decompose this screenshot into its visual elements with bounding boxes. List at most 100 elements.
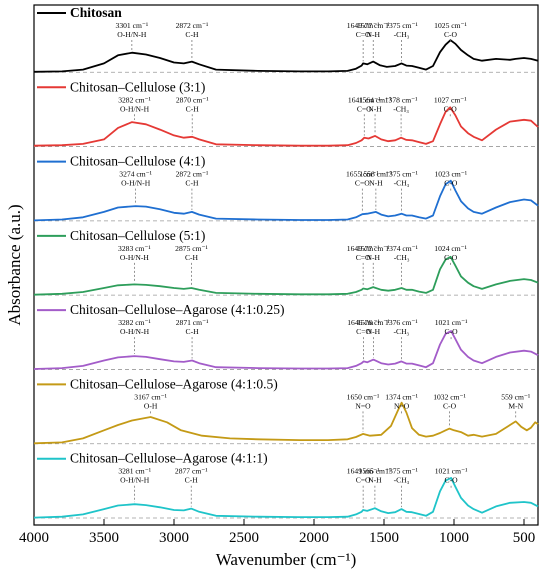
peak-label-5-1: 3282 cm⁻¹ — [118, 318, 151, 327]
peak-label-7-6: 1021 cm⁻¹ — [435, 467, 468, 476]
peak-label-3-2: C-H — [185, 179, 199, 188]
peak-label-2-1: O-H/N-H — [120, 104, 150, 113]
peak-label-6-3: 1374 cm⁻¹ — [385, 392, 418, 401]
panel-2: Chitosan–Cellulose (3:1)3282 cm⁻¹O-H/N-H… — [33, 79, 539, 147]
peak-label-2-3: C=O — [357, 104, 372, 113]
peak-label-2-4: N-H — [368, 104, 382, 113]
peak-label-4-1: 3283 cm⁻¹ — [118, 244, 151, 253]
peak-label-1-1: 3301 cm⁻¹ — [116, 21, 149, 30]
peak-label-1-2: 2872 cm⁻¹ — [176, 21, 209, 30]
peak-label-1-1: O-H/N-H — [117, 30, 147, 39]
peak-label-1-2: C-H — [185, 30, 199, 39]
peak-label-6-1: 3167 cm⁻¹ — [134, 392, 167, 401]
peak-label-7-1: 3281 cm⁻¹ — [118, 467, 151, 476]
peak-label-4-5: -CH₃ — [394, 253, 410, 262]
legend-label-6: Chitosan–Cellulose–Agarose (4:1:0.5) — [70, 376, 278, 391]
peak-label-2-5: -CH₃ — [393, 104, 409, 113]
series-line-5 — [33, 330, 539, 370]
legend-label-5: Chitosan–Cellulose–Agarose (4:1:0.25) — [70, 302, 284, 317]
x-axis: 4000 3500 3000 2500 2000 1500 1000 500 — [19, 519, 535, 546]
peak-label-3-3: C=O — [355, 179, 370, 188]
peak-label-2-2: C-H — [186, 104, 200, 113]
x-tick-label-1000: 1000 — [439, 530, 469, 546]
peak-label-5-3: C=O — [356, 327, 371, 336]
x-tick-label-500: 500 — [513, 530, 536, 546]
peak-label-6-1: O-H — [144, 401, 158, 410]
peak-label-1-4: N-H — [366, 30, 380, 39]
peak-label-3-6: C-O — [444, 179, 458, 188]
peak-label-3-5: 1375 cm⁻¹ — [385, 170, 418, 179]
peak-label-4-2: 2875 cm⁻¹ — [175, 244, 208, 253]
peak-label-4-2: C-H — [185, 253, 199, 262]
peak-label-4-3: C=O — [356, 253, 371, 262]
plot-frame — [33, 4, 539, 526]
peak-label-3-6: 1023 cm⁻¹ — [434, 170, 467, 179]
peak-label-7-6: C-O — [445, 476, 459, 485]
peak-label-5-3: 1646 cm⁻¹ — [347, 318, 380, 327]
peak-label-6-3: N=O — [394, 401, 410, 410]
peak-label-7-3: 1649 cm⁻¹ — [347, 467, 380, 476]
peak-label-6-2: 1650 cm⁻¹ — [347, 392, 380, 401]
peak-label-2-3: 1641 cm⁻¹ — [348, 95, 381, 104]
peak-label-3-1: 3274 cm⁻¹ — [119, 170, 152, 179]
peak-label-3-1: O-H/N-H — [121, 179, 151, 188]
peak-label-3-4: N-H — [369, 179, 383, 188]
series-line-4 — [33, 255, 539, 296]
peak-label-6-5: M-N — [508, 401, 523, 410]
peak-label-2-6: 1027 cm⁻¹ — [434, 95, 467, 104]
peak-label-4-4: N-H — [366, 253, 380, 262]
panel-3: Chitosan–Cellulose (4:1)3274 cm⁻¹O-H/N-H… — [33, 154, 539, 222]
legend-label-3: Chitosan–Cellulose (4:1) — [70, 154, 205, 169]
panel-7: Chitosan–Cellulose–Agarose (4:1:1)3281 c… — [33, 451, 539, 519]
peak-label-7-2: 2877 cm⁻¹ — [175, 467, 208, 476]
peak-label-5-6: 1021 cm⁻¹ — [435, 318, 468, 327]
series-line-2 — [33, 106, 539, 147]
peak-label-3-2: 2872 cm⁻¹ — [176, 170, 209, 179]
peak-label-2-6: C-O — [444, 104, 458, 113]
peak-label-4-4: 1577 cm⁻¹ — [357, 244, 390, 253]
series-line-6 — [33, 401, 539, 445]
x-tick-label-1500: 1500 — [369, 530, 399, 546]
x-axis-label: Wavenumber (cm⁻¹) — [216, 550, 357, 569]
peak-label-7-3: C=O — [356, 476, 371, 485]
peak-label-2-2: 2870 cm⁻¹ — [176, 95, 209, 104]
legend-label-7: Chitosan–Cellulose–Agarose (4:1:1) — [70, 451, 268, 466]
x-tick-label-3000: 3000 — [159, 530, 189, 546]
peak-label-1-6: 1025 cm⁻¹ — [434, 21, 467, 30]
peak-label-2-4: 1564 cm⁻¹ — [359, 95, 392, 104]
x-tick-label-4000: 4000 — [19, 530, 49, 546]
series-line-1 — [33, 39, 539, 73]
panel-4: Chitosan–Cellulose (5:1)3283 cm⁻¹O-H/N-H… — [33, 228, 539, 296]
peak-label-5-5: 1376 cm⁻¹ — [385, 318, 418, 327]
peak-label-4-1: O-H/N-H — [120, 253, 150, 262]
peak-label-5-4: N-H — [367, 327, 381, 336]
series-line-3 — [33, 179, 539, 222]
legend-label-2: Chitosan–Cellulose (3:1) — [70, 79, 205, 94]
y-axis-label: Absorbance (a.u.) — [5, 204, 24, 325]
legend-label-1: Chitosan — [70, 5, 122, 20]
peak-label-5-5: -CH₃ — [393, 327, 409, 336]
peak-label-1-5: -CH₃ — [394, 30, 410, 39]
peak-label-5-1: O-H/N-H — [120, 327, 150, 336]
peak-label-3-3: 1655 cm⁻¹ — [346, 170, 379, 179]
peak-label-5-4: 1576 cm⁻¹ — [357, 318, 390, 327]
peak-label-7-5: 1375 cm⁻¹ — [385, 467, 418, 476]
peak-label-1-3: C=O — [356, 30, 371, 39]
peak-label-1-5: 1375 cm⁻¹ — [385, 21, 418, 30]
peak-label-7-1: O-H/N-H — [120, 476, 150, 485]
peak-label-7-4: 1565 cm⁻¹ — [359, 467, 392, 476]
panel-5: Chitosan–Cellulose–Agarose (4:1:0.25)328… — [33, 302, 539, 370]
peak-label-5-2: 2871 cm⁻¹ — [176, 318, 209, 327]
x-tick-label-2000: 2000 — [299, 530, 329, 546]
peak-label-4-3: 1649 cm⁻¹ — [347, 244, 380, 253]
series-line-7 — [33, 477, 539, 519]
peak-label-5-2: C-H — [186, 327, 200, 336]
peak-label-4-6: 1024 cm⁻¹ — [434, 244, 467, 253]
panel-6: Chitosan–Cellulose–Agarose (4:1:0.5)3167… — [33, 376, 539, 445]
peak-label-1-4: 1577 cm⁻¹ — [357, 21, 390, 30]
peak-label-1-3: 1649 cm⁻¹ — [347, 21, 380, 30]
peak-label-4-6: C-O — [444, 253, 458, 262]
peak-label-7-4: N-H — [368, 476, 382, 485]
